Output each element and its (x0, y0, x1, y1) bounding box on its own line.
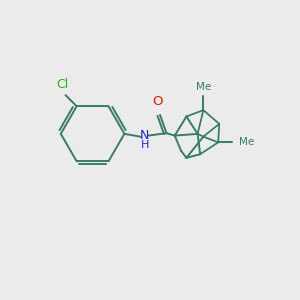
Text: O: O (152, 95, 163, 109)
Text: Cl: Cl (56, 78, 68, 91)
Text: Me: Me (239, 137, 254, 147)
Text: N: N (140, 129, 149, 142)
Text: Me: Me (196, 82, 211, 92)
Text: H: H (141, 140, 149, 150)
